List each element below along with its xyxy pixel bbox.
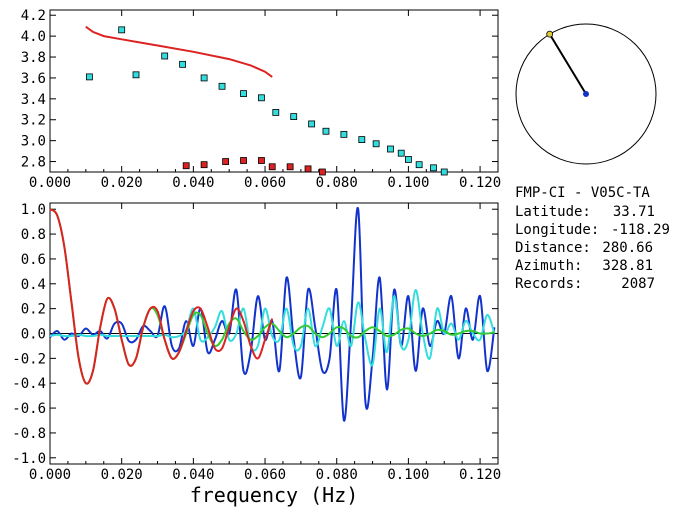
longitude-value: -118.29	[611, 222, 670, 238]
dispersion-point	[258, 157, 265, 164]
correlation-series-line	[49, 206, 496, 422]
bottom-y-tick-label: 0.4	[21, 277, 46, 293]
dispersion-point	[268, 163, 276, 171]
dispersion-point	[132, 71, 140, 79]
bottom-x-tick-label: 0.000	[29, 467, 71, 483]
source-dot	[546, 30, 554, 38]
correlation-series-line	[49, 208, 274, 385]
records-value: 2087	[621, 276, 655, 292]
dispersion-point	[258, 94, 265, 102]
x-axis-label: frequency (Hz)	[190, 483, 359, 507]
azimuth-needle	[548, 33, 587, 95]
dispersion-point	[404, 156, 412, 163]
bottom-y-tick-label: -0.4	[12, 376, 46, 392]
correlation-marks	[49, 206, 498, 422]
dispersion-point	[340, 130, 348, 138]
records-label: Records:	[515, 276, 582, 292]
dispersion-marks	[85, 25, 448, 176]
dispersion-point	[440, 168, 448, 176]
dispersion-point	[430, 164, 437, 172]
top-x-tick-label: 0.040	[172, 175, 214, 191]
top-y-tick-label: 3.4	[21, 92, 46, 108]
top-x-tick-label: 0.080	[316, 175, 358, 191]
azimuth-compass	[515, 23, 657, 165]
distance-value: 280.66	[602, 240, 653, 256]
bottom-y-tick-label: 0.6	[21, 252, 46, 268]
bottom-y-tick-label: -1.0	[12, 451, 46, 467]
dispersion-point	[322, 127, 330, 135]
dispersion-point	[397, 149, 405, 157]
top-y-tick-label: 4.0	[21, 29, 46, 45]
bottom-x-tick-label: 0.040	[172, 467, 214, 483]
distance-label: Distance:	[515, 240, 591, 256]
dispersion-curve	[85, 25, 273, 78]
dispersion-point	[387, 145, 394, 153]
latitude-value: 33.71	[613, 204, 655, 220]
bottom-y-tick-label: -0.6	[12, 401, 46, 417]
dispersion-point	[182, 162, 190, 170]
dispersion-point	[218, 82, 226, 90]
top-y-tick-label: 3.2	[21, 113, 46, 129]
dispersion-panel: 0.000 0.020 0.040 0.060 0.080 0.100 0.120 2.8 3.…	[21, 8, 501, 191]
top-y-tick-label: 4.2	[21, 8, 46, 24]
top-y-tick-label: 3.0	[21, 134, 46, 150]
bottom-y-tick-label: 1.0	[21, 202, 46, 218]
correlation-panel: 0.000 0.020 0.040 0.060 0.080 0.100 0.120 -1.0 -…	[12, 202, 501, 507]
bottom-x-tick-label: 0.120	[459, 467, 501, 483]
top-y-tick-label: 3.8	[21, 50, 46, 66]
dispersion-point	[240, 157, 247, 164]
dispersion-point	[179, 60, 187, 68]
top-x-tick-label: 0.100	[387, 175, 429, 191]
correlation-ticks: 0.000 0.020 0.040 0.060 0.080 0.100 0.120 -1.0 -…	[12, 202, 501, 483]
dispersion-point	[290, 113, 298, 121]
bottom-y-tick-label: -0.8	[12, 426, 46, 442]
latitude-label: Latitude:	[515, 204, 591, 220]
dispersion-frame	[49, 9, 499, 173]
bottom-y-tick-label: 0.8	[21, 227, 46, 243]
top-y-tick-label: 3.6	[21, 71, 46, 87]
bottom-x-tick-label: 0.080	[316, 467, 358, 483]
bottom-x-tick-label: 0.020	[101, 467, 143, 483]
longitude-label: Longitude:	[515, 222, 599, 238]
top-y-tick-label: 2.8	[21, 155, 46, 171]
correlation-series-line	[49, 288, 496, 367]
station-title: FMP-CI - V05C-TA	[515, 185, 650, 201]
bottom-y-tick-label: 0.2	[21, 302, 46, 318]
dispersion-point	[86, 73, 93, 81]
station-info: FMP-CI - V05C-TA Latitude: 33.71 Longitu…	[515, 185, 670, 292]
dispersion-point	[161, 52, 169, 60]
station-dot	[583, 91, 589, 97]
dispersion-point	[118, 26, 126, 34]
dispersion-point	[415, 161, 423, 169]
compass-ring	[515, 23, 657, 165]
dispersion-point	[304, 165, 312, 173]
dispersion-point	[200, 161, 208, 169]
azimuth-value: 328.81	[602, 258, 653, 274]
dispersion-point	[372, 140, 380, 148]
dispersion-ticks: 0.000 0.020 0.040 0.060 0.080 0.100 0.120 2.8 3.…	[21, 8, 501, 191]
top-x-tick-label: 0.060	[244, 175, 286, 191]
azimuth-label: Azimuth:	[515, 258, 582, 274]
dispersion-point	[318, 168, 326, 176]
dispersion-point	[272, 109, 280, 116]
dispersion-point	[240, 90, 247, 98]
dispersion-point	[308, 120, 316, 128]
bottom-x-tick-label: 0.100	[387, 467, 429, 483]
bottom-y-tick-label: -0.2	[12, 351, 46, 367]
dispersion-point	[222, 158, 230, 165]
top-x-tick-label: 0.020	[101, 175, 143, 191]
bottom-y-tick-label: 0.0	[21, 327, 46, 343]
bottom-x-tick-label: 0.060	[244, 467, 286, 483]
dispersion-point	[200, 74, 208, 82]
top-x-tick-label: 0.000	[29, 175, 71, 191]
dispersion-point	[286, 163, 294, 171]
dispersion-point	[358, 136, 366, 144]
top-x-tick-label: 0.120	[459, 175, 501, 191]
